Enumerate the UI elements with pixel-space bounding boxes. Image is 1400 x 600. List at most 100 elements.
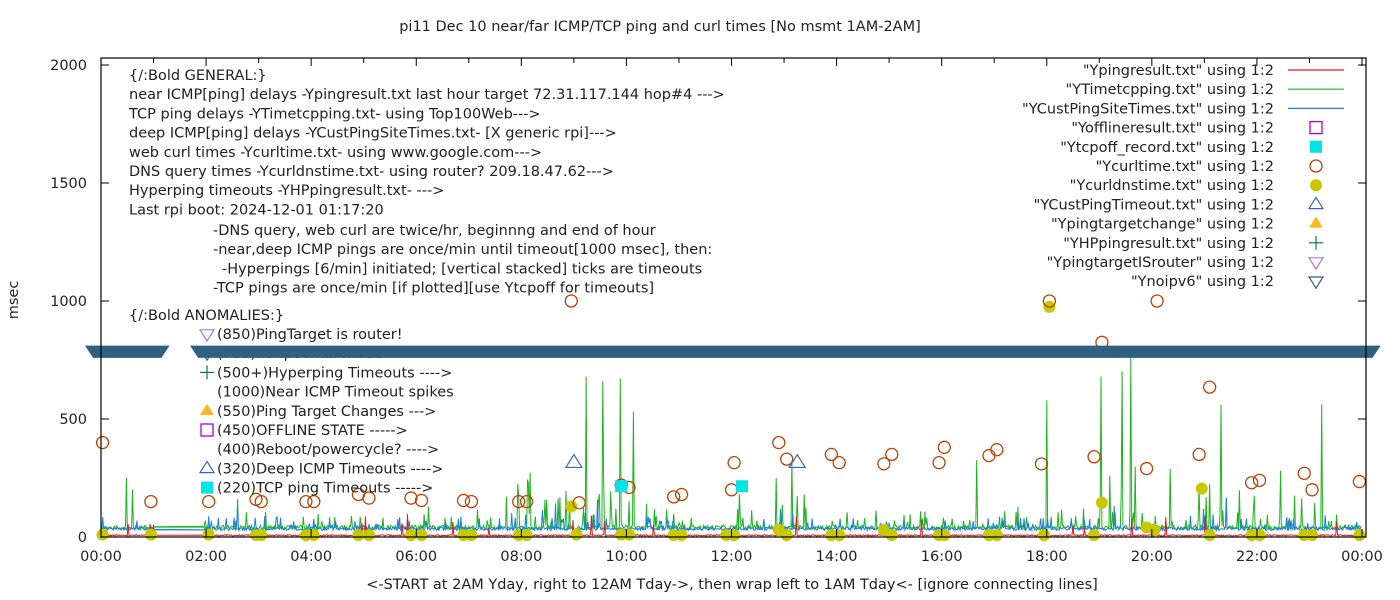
curl-point	[1139, 461, 1154, 476]
curl-point	[990, 443, 1004, 457]
dns-point	[352, 529, 365, 542]
legend-symbol-filled-circle	[1310, 179, 1322, 192]
dns-point	[938, 529, 951, 542]
annotation-general-line: TCP ping delays -YTimetcpping.txt- using…	[128, 106, 541, 122]
x-tick-label: 10:00	[606, 549, 648, 565]
y-tick-label: 0	[78, 530, 87, 546]
legend-label: "Ycurltime.txt" using 1:2	[1096, 159, 1274, 175]
annotation-note-line: -DNS query, web curl are twice/hr, begin…	[213, 223, 656, 239]
curl-point	[937, 440, 951, 454]
curl-point	[414, 493, 429, 508]
chart-title: pi11 Dec 10 near/far ICMP/TCP ping and c…	[399, 19, 921, 35]
dns-point	[565, 500, 578, 513]
x-tick-label: 16:00	[921, 549, 963, 565]
dns-point	[780, 529, 793, 542]
annotation-anomaly-line: (500+)Hyperping Timeouts ---->	[217, 365, 452, 381]
curl-point	[1305, 483, 1319, 497]
noipv6-band-overlay	[190, 345, 1381, 358]
annotation-anomaly-line: (400)Reboot/powercycle? ---->	[217, 442, 439, 458]
annotation-anomalies-header: {/:Bold ANOMALIES:}	[129, 308, 284, 324]
annotation-general-line: DNS query times -Ycurldnstime.txt- using…	[129, 164, 614, 180]
legend-label: "YCustPingTimeout.txt" using 1:2	[1034, 197, 1274, 213]
curl-point	[982, 448, 996, 463]
annotation-note-line: -Hyperpings [6/min] initiated; [vertical…	[222, 261, 702, 277]
curl-point	[512, 494, 526, 509]
legend-symbol-open-square	[1309, 120, 1323, 135]
curl-point	[456, 493, 471, 508]
curl-point	[832, 456, 846, 470]
curl-point	[1297, 466, 1311, 480]
curl-point	[932, 456, 946, 470]
legend-symbol-open-triangle-up	[1307, 196, 1325, 210]
annotations: {/:Bold GENERAL:} near ICMP[ping] delays …	[85, 68, 1381, 497]
dns-point	[520, 529, 533, 542]
custping-timeout-point	[788, 453, 807, 469]
curl-point	[667, 490, 681, 504]
dns-point	[96, 528, 109, 541]
anomaly-marker-icon	[200, 403, 214, 415]
dns-point	[1203, 529, 1216, 542]
curl-point	[299, 494, 313, 509]
curl-point	[519, 494, 534, 509]
curl-point	[95, 435, 110, 450]
dns-point	[623, 528, 636, 541]
x-tick-label: 20:00	[1131, 549, 1173, 565]
legend-label: "Ynoipv6" using 1:2	[1131, 274, 1274, 290]
legend-label: "Ypingresult.txt" using 1:2	[1083, 63, 1274, 79]
x-tick-label: 14:00	[816, 549, 858, 565]
dns-point	[833, 529, 846, 542]
curl-point	[464, 494, 479, 509]
tcpoff-point	[615, 480, 628, 493]
dns-point	[1353, 529, 1366, 542]
curl-point	[144, 494, 158, 509]
curl-point	[772, 435, 786, 450]
curl-point	[1352, 474, 1367, 489]
dns-point	[415, 529, 428, 542]
annotation-general-line: near ICMP[ping] delays -Ypingresult.txt …	[129, 87, 725, 103]
annotation-anomaly-line: (220)TCP ping Timeouts ----->	[217, 481, 433, 497]
legend-label: "Yofflineresult.txt" using 1:2	[1071, 121, 1274, 137]
curl-point	[1245, 476, 1259, 490]
curl-point	[564, 294, 578, 308]
curl-point	[1034, 457, 1049, 471]
dns-point	[1306, 529, 1319, 542]
legend-label: "Ytcpoff_record.txt" using 1:2	[1060, 140, 1274, 156]
dns-point	[570, 528, 583, 541]
curl-point	[1252, 473, 1267, 488]
curl-point	[404, 491, 418, 505]
curl-point	[724, 483, 739, 497]
x-tick-label: 18:00	[1026, 549, 1068, 565]
legend-symbol-plus	[1309, 235, 1323, 250]
dns-point	[1195, 482, 1208, 495]
axes: 0 500 1000 1500 2000 00:00 02:00 04:00 06:00 08:0…	[50, 57, 1383, 565]
legend-label: "YHPpingresult.txt" using 1:2	[1063, 236, 1274, 252]
annotation-general-line: Hyperping timeouts -YHPpingresult.txt- -…	[129, 183, 444, 199]
dns-point	[1038, 529, 1051, 542]
annotation-note-line: -TCP pings are once/min [if plotted][use…	[213, 281, 654, 297]
annotation-general-line: web curl times -Ycurltime.txt- using www…	[129, 145, 542, 161]
dns-point	[1088, 529, 1101, 542]
annotation-general-line: {/:Bold GENERAL:}	[129, 68, 267, 84]
plot-frame	[100, 57, 1367, 538]
legend-symbol-open-triangle-down	[1307, 257, 1325, 271]
x-tick-label: 04:00	[290, 549, 332, 565]
dns-point	[144, 528, 157, 541]
anomaly-marker-icon	[201, 481, 213, 494]
curl-point	[1192, 447, 1206, 462]
curl-point	[885, 447, 899, 462]
dns-point	[1253, 529, 1266, 542]
legend-symbol-filled-triangle-up	[1309, 216, 1323, 228]
anomaly-marker-icon	[200, 423, 214, 437]
curl-point	[727, 456, 741, 470]
x-axis-label: <-START at 2AM Yday, right to 12AM Tday-…	[366, 577, 1098, 593]
annotation-note-line: -near,deep ICMP pings are once/min until…	[213, 242, 712, 258]
tcpoff-point	[736, 480, 749, 493]
x-tick-label: 08:00	[500, 549, 542, 565]
curl-point	[1150, 294, 1164, 308]
dns-point	[307, 529, 320, 542]
x-tick-label: 22:00	[1236, 549, 1278, 565]
y-tick-label: 1500	[50, 176, 87, 192]
annotation-anomaly-line: (1000)Near ICMP Timeout spikes	[217, 385, 454, 401]
curl-point	[572, 496, 586, 510]
